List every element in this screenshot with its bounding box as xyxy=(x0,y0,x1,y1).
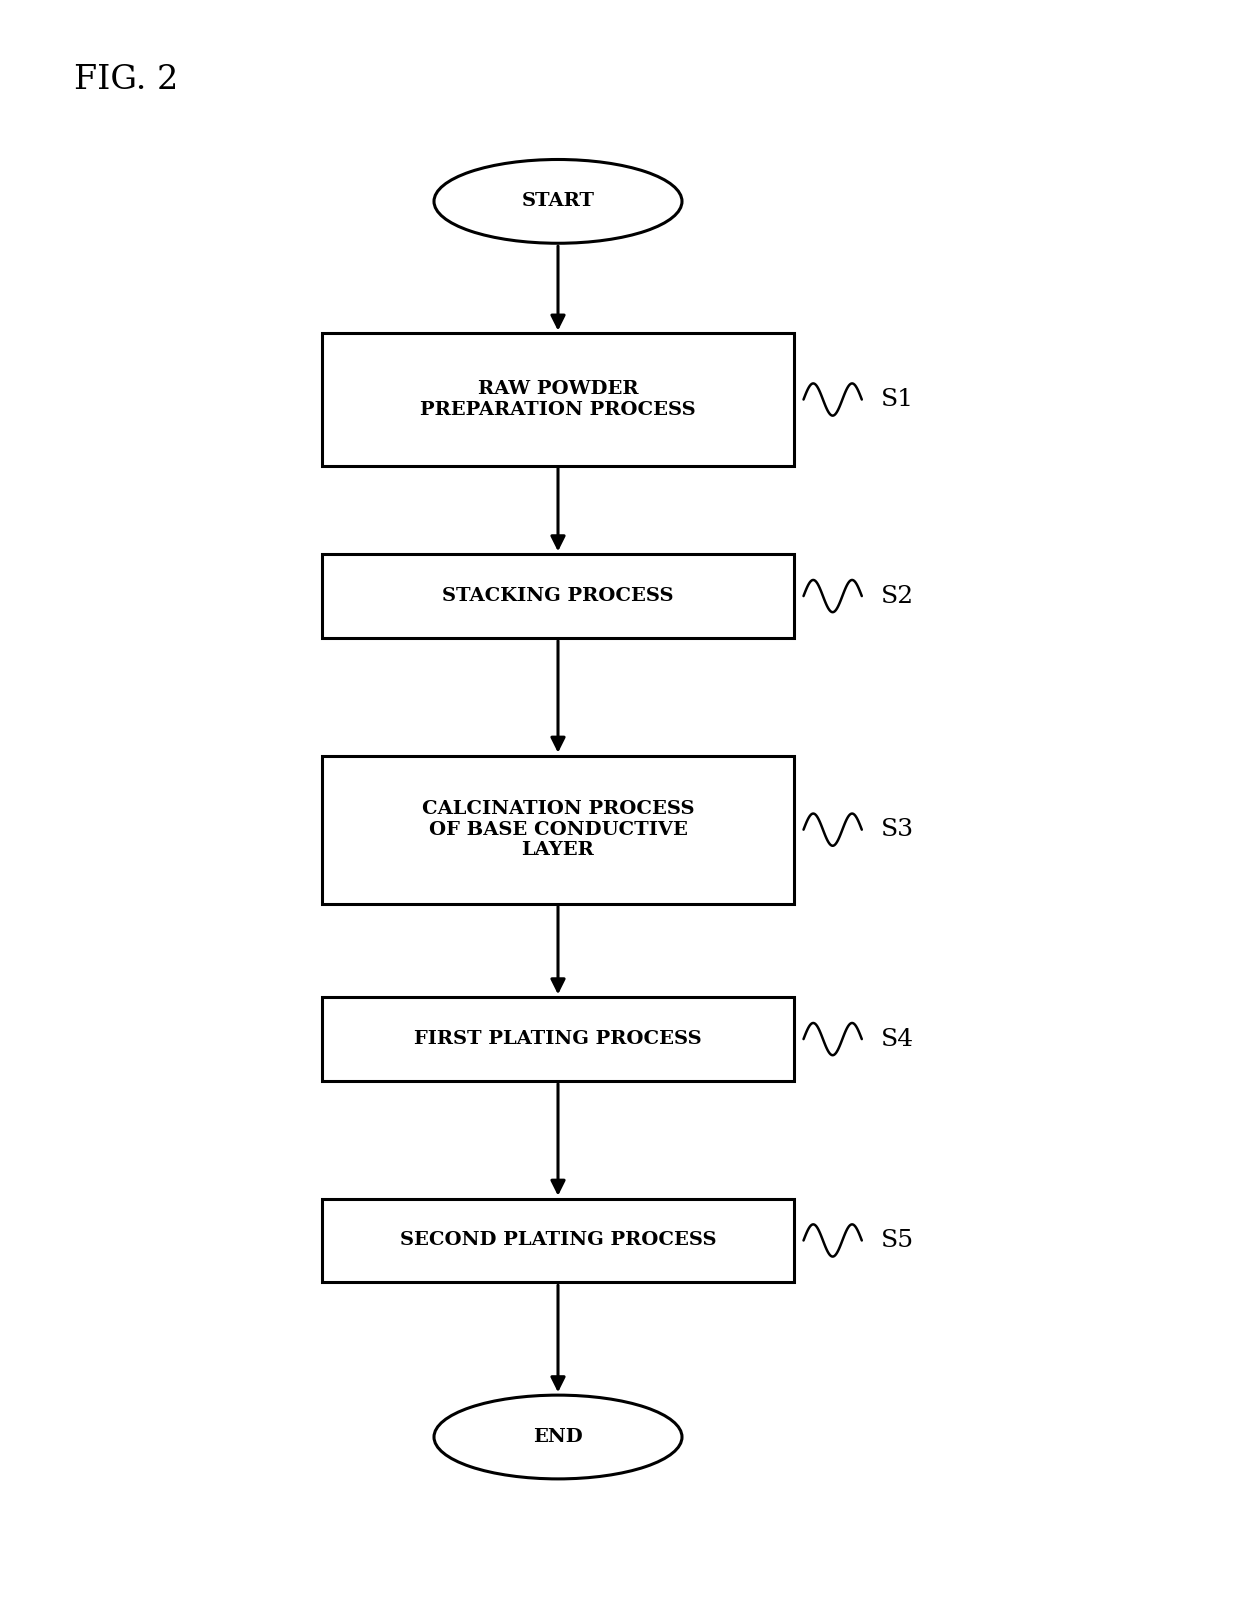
Text: CALCINATION PROCESS
OF BASE CONDUCTIVE
LAYER: CALCINATION PROCESS OF BASE CONDUCTIVE L… xyxy=(422,801,694,859)
Text: SECOND PLATING PROCESS: SECOND PLATING PROCESS xyxy=(399,1231,717,1250)
Text: START: START xyxy=(522,192,594,211)
Bar xyxy=(322,554,794,638)
Text: FIRST PLATING PROCESS: FIRST PLATING PROCESS xyxy=(414,1029,702,1049)
Text: S4: S4 xyxy=(880,1028,914,1050)
Text: FIG. 2: FIG. 2 xyxy=(74,64,179,97)
Text: END: END xyxy=(533,1427,583,1447)
Text: RAW POWDER
PREPARATION PROCESS: RAW POWDER PREPARATION PROCESS xyxy=(420,380,696,419)
Bar xyxy=(322,756,794,904)
Text: S1: S1 xyxy=(880,388,914,411)
Text: STACKING PROCESS: STACKING PROCESS xyxy=(443,586,673,606)
Text: S2: S2 xyxy=(880,585,914,607)
Ellipse shape xyxy=(434,159,682,243)
Bar xyxy=(322,333,794,466)
Bar xyxy=(322,1199,794,1282)
Ellipse shape xyxy=(434,1395,682,1479)
Text: S3: S3 xyxy=(880,818,914,841)
Bar xyxy=(322,997,794,1081)
Text: S5: S5 xyxy=(880,1229,914,1252)
